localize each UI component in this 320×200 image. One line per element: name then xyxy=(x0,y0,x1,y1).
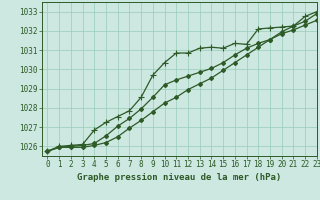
X-axis label: Graphe pression niveau de la mer (hPa): Graphe pression niveau de la mer (hPa) xyxy=(77,173,281,182)
